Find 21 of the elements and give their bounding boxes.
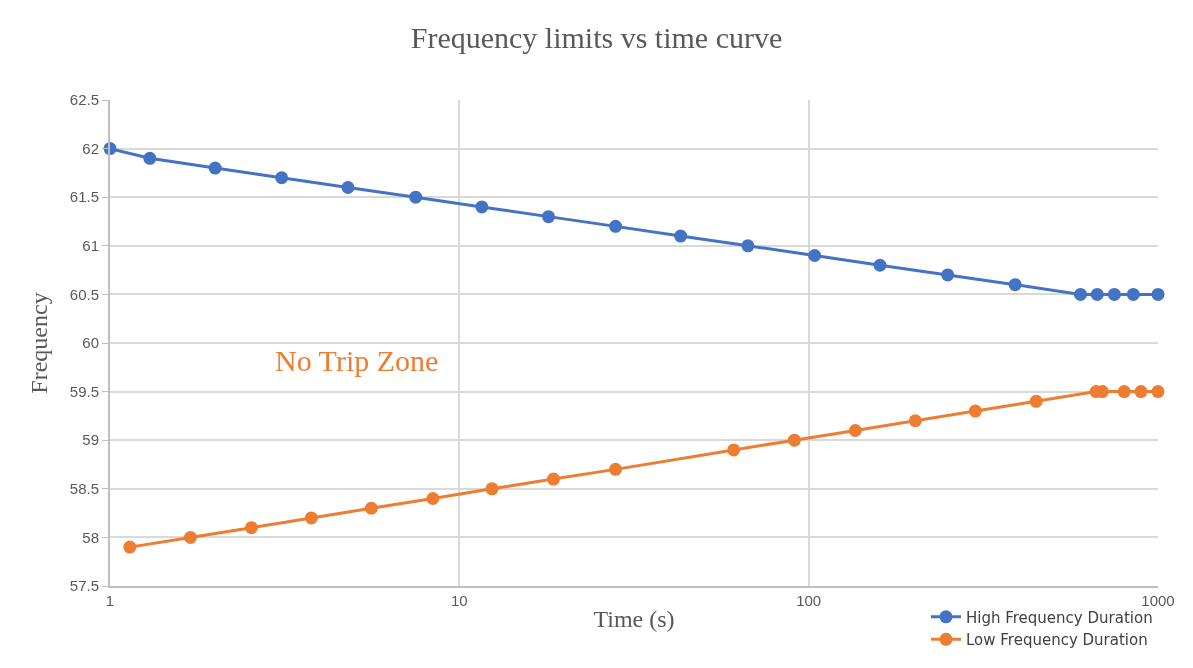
y-tick-label: 58.5 — [69, 480, 99, 498]
y-tick-label: 59.5 — [69, 382, 99, 400]
y-tick-label: 60 — [82, 334, 99, 352]
chart-title: Frequency limits vs time curve — [410, 20, 783, 54]
annotation: No Trip Zone — [275, 344, 439, 377]
y-tick-label: 62 — [82, 139, 99, 157]
y-axis-title: Frequency — [26, 292, 53, 394]
x-axis-title: Time (s) — [593, 605, 675, 632]
y-tick-label: 59 — [82, 431, 99, 449]
y-tick-label: 61 — [82, 237, 99, 255]
y-tick-label: 57.5 — [69, 577, 99, 595]
y-tick-label: 60.5 — [69, 285, 99, 303]
y-tick-label: 61.5 — [69, 188, 99, 206]
x-tick-label: 1000 — [1141, 592, 1175, 609]
legend-label: High Frequency Duration — [966, 608, 1153, 627]
legend-label: Low Frequency Duration — [966, 631, 1148, 650]
y-tick-label: 62.5 — [69, 91, 99, 109]
x-tick-label: 1 — [105, 592, 115, 609]
x-tick-label: 10 — [450, 592, 468, 609]
y-tick-label: 58 — [82, 528, 99, 546]
x-tick-label: 100 — [796, 592, 822, 609]
